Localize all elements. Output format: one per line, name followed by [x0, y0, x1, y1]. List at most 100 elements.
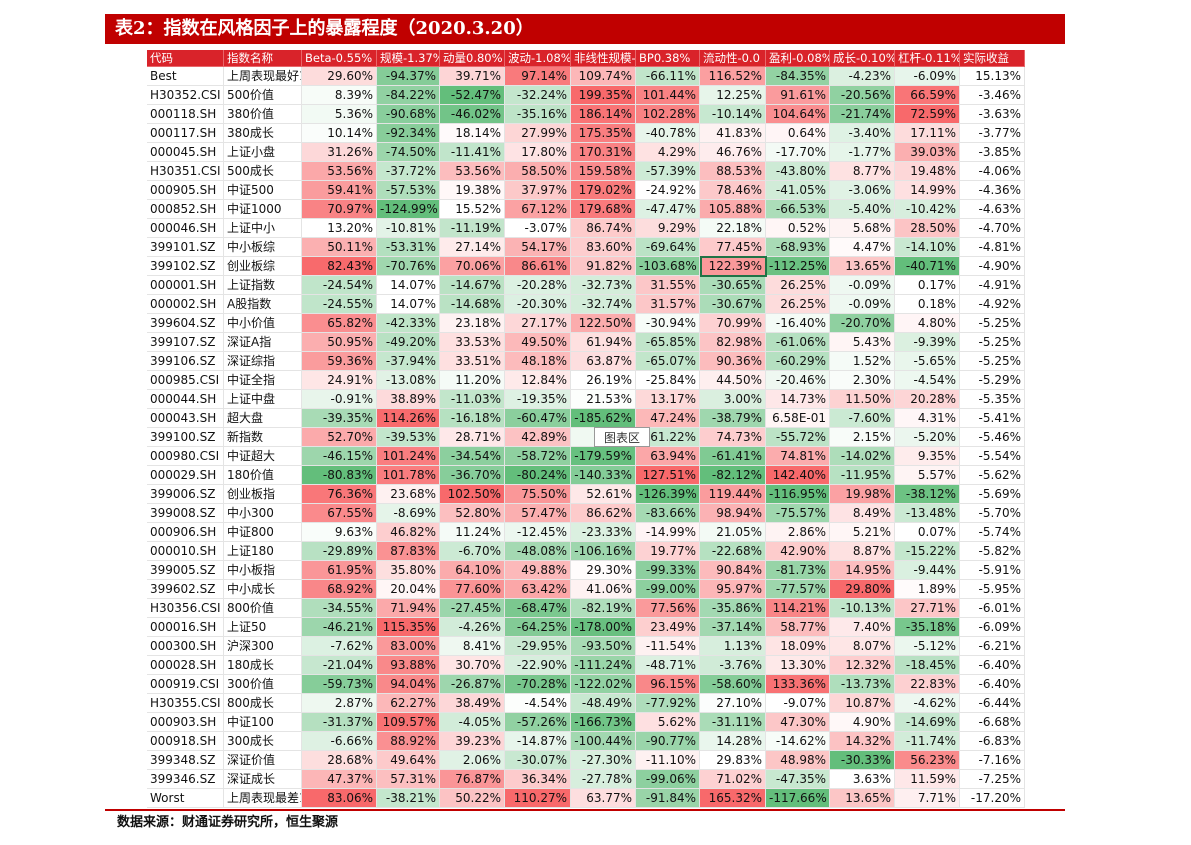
cell: 000043.SH: [147, 409, 224, 428]
cell: 4.29%: [636, 143, 700, 162]
cell: -112.25%: [766, 257, 830, 276]
cell: 29.80%: [830, 580, 895, 599]
cell: 53.56%: [302, 162, 377, 181]
cell: -53.31%: [377, 238, 440, 257]
cell: -179.59%: [571, 447, 636, 466]
cell: 000045.SH: [147, 143, 224, 162]
cell: 72.59%: [895, 105, 960, 124]
cell: -99.33%: [636, 561, 700, 580]
cell: 000918.SH: [147, 732, 224, 751]
cell: -117.66%: [766, 789, 830, 808]
cell: -7.16%: [960, 751, 1025, 770]
cell: 70.99%: [700, 314, 766, 333]
cell: -5.82%: [960, 542, 1025, 561]
cell: 75.50%: [505, 485, 571, 504]
cell: 8.49%: [830, 504, 895, 523]
cell: 68.92%: [302, 580, 377, 599]
header-cell: 波动-1.08%: [505, 50, 571, 67]
cell: 33.53%: [440, 333, 505, 352]
cell: -57.39%: [636, 162, 700, 181]
cell: 中证全指: [224, 371, 302, 390]
cell: 52.70%: [302, 428, 377, 447]
cell: 8.39%: [302, 86, 377, 105]
cell: -49.20%: [377, 333, 440, 352]
cell: -13.48%: [895, 504, 960, 523]
cell: 上证中小: [224, 219, 302, 238]
cell: -46.15%: [302, 447, 377, 466]
cell: 50.22%: [440, 789, 505, 808]
cell: 300价值: [224, 675, 302, 694]
cell: -65.85%: [636, 333, 700, 352]
cell: -74.50%: [377, 143, 440, 162]
cell: 300成长: [224, 732, 302, 751]
cell: 58.77%: [766, 618, 830, 637]
cell: -3.07%: [505, 219, 571, 238]
cell: 000016.SH: [147, 618, 224, 637]
cell: -5.25%: [960, 333, 1025, 352]
cell: 180成长: [224, 656, 302, 675]
cell: -14.68%: [440, 295, 505, 314]
cell: 399107.SZ: [147, 333, 224, 352]
cell: 56.23%: [895, 751, 960, 770]
cell: -14.10%: [895, 238, 960, 257]
cell: 000980.CSI: [147, 447, 224, 466]
cell: 超大盘: [224, 409, 302, 428]
cell: 59.36%: [302, 352, 377, 371]
cell: -6.68%: [960, 713, 1025, 732]
cell: 30.70%: [440, 656, 505, 675]
cell: 71.94%: [377, 599, 440, 618]
cell: 9.35%: [895, 447, 960, 466]
cell: 沪深300: [224, 637, 302, 656]
cell: 87.83%: [377, 542, 440, 561]
cell: 50.11%: [302, 238, 377, 257]
cell: -99.06%: [636, 770, 700, 789]
cell: 44.50%: [700, 371, 766, 390]
cell: 122.50%: [571, 314, 636, 333]
cell: -10.42%: [895, 200, 960, 219]
cell: -30.07%: [505, 751, 571, 770]
cell: Best: [147, 67, 224, 86]
cell: -27.45%: [440, 599, 505, 618]
cell: 8.87%: [830, 542, 895, 561]
cell: -6.70%: [440, 542, 505, 561]
cell: -61.41%: [700, 447, 766, 466]
cell: -47.35%: [766, 770, 830, 789]
cell: -5.54%: [960, 447, 1025, 466]
cell: 1.52%: [830, 352, 895, 371]
cell: 33.51%: [440, 352, 505, 371]
cell: -14.99%: [636, 523, 700, 542]
cell: -38.79%: [700, 409, 766, 428]
cell: -52.47%: [440, 86, 505, 105]
cell: 19.98%: [830, 485, 895, 504]
cell: 101.78%: [377, 466, 440, 485]
cell: -0.09%: [830, 276, 895, 295]
cell: -83.66%: [636, 504, 700, 523]
cell: 3.00%: [700, 390, 766, 409]
cell: -24.92%: [636, 181, 700, 200]
cell: H30352.CSI: [147, 86, 224, 105]
cell: 76.36%: [302, 485, 377, 504]
cell: 83.00%: [377, 637, 440, 656]
cell: 20.28%: [895, 390, 960, 409]
cell: -5.70%: [960, 504, 1025, 523]
cell: -82.19%: [571, 599, 636, 618]
cell: 83.60%: [571, 238, 636, 257]
cell: -84.35%: [766, 67, 830, 86]
header-cell: 实际收益: [960, 50, 1025, 67]
cell: 0.64%: [766, 124, 830, 143]
cell: 27.99%: [505, 124, 571, 143]
cell: -6.44%: [960, 694, 1025, 713]
cell: 5.36%: [302, 105, 377, 124]
cell: 26.19%: [571, 371, 636, 390]
cell: 2.87%: [302, 694, 377, 713]
cell: 000117.SH: [147, 124, 224, 143]
cell: 65.82%: [302, 314, 377, 333]
cell: 31.55%: [636, 276, 700, 295]
cell: 5.68%: [830, 219, 895, 238]
cell: -30.33%: [830, 751, 895, 770]
cell: 13.65%: [830, 257, 895, 276]
cell: -22.68%: [700, 542, 766, 561]
cell: -5.65%: [895, 352, 960, 371]
cell: -35.18%: [895, 618, 960, 637]
cell: -8.69%: [377, 504, 440, 523]
